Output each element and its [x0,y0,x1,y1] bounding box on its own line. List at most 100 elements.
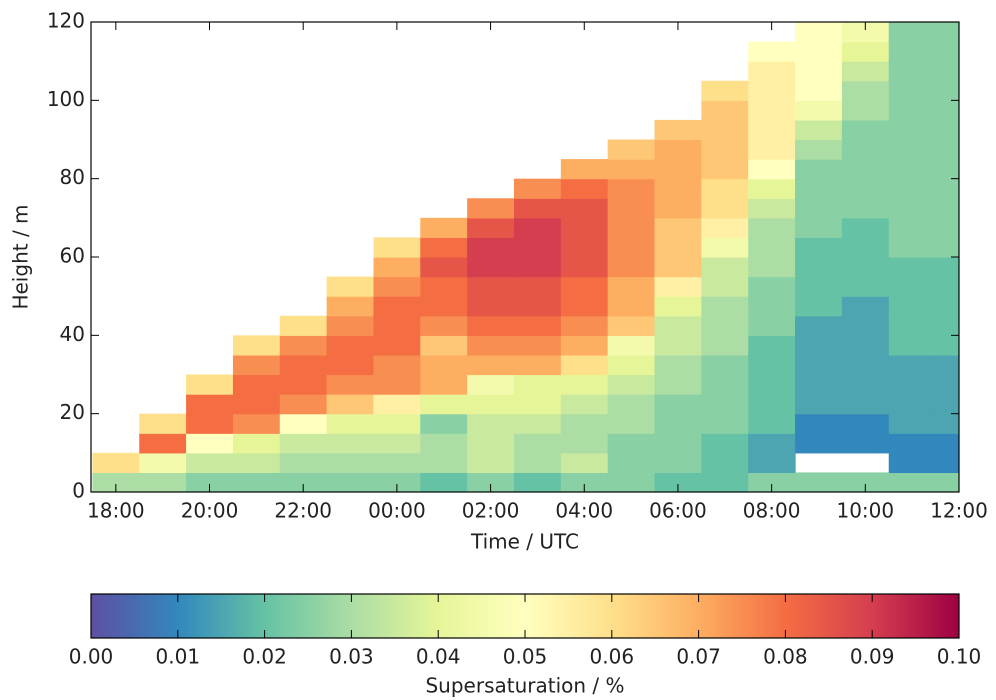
heatmap-cell [935,217,959,239]
heatmap-cell [279,452,328,474]
heatmap-cell [935,257,959,278]
heatmap-cell [326,374,375,395]
heatmap-cell [888,237,937,258]
heatmap-cell [326,433,375,454]
heatmap-cell [935,296,959,317]
heatmap-cell [701,296,749,317]
heatmap-cell [935,237,959,258]
heatmap-cell [888,354,937,376]
heatmap-cell [467,394,515,415]
heatmap-cell [654,217,702,239]
heatmap-cell [935,100,959,121]
heatmap-cell [607,257,656,278]
heatmap-cell [888,100,937,121]
heatmap-cell [841,159,890,180]
heatmap-cell [795,139,843,160]
heatmap-cell [888,296,937,317]
heatmap-cell [888,472,937,492]
heatmap-cell [935,394,959,415]
heatmap-cell [795,335,843,356]
heatmap-cell [841,119,890,141]
heatmap-cell [935,335,959,356]
heatmap-cell [701,178,749,199]
heatmap-cell [186,374,234,395]
heatmap-cell [795,433,843,454]
heatmap-cell [139,472,187,492]
heatmap-cell [654,139,702,160]
heatmap-cell [560,296,609,317]
heatmap-cell [373,315,421,336]
heatmap-cell [513,276,562,297]
heatmap-cell [701,394,749,415]
heatmap-cell [420,315,468,336]
x-tick-label: 08:00 [743,499,801,523]
heatmap-cell [748,374,796,395]
heatmap-cell [701,159,749,180]
heatmap-cell [560,394,609,415]
heatmap-cell [701,119,749,141]
heatmap-cell [701,257,749,278]
heatmap-cell [935,80,959,101]
heatmap-cell [888,80,937,101]
heatmap-cell [513,354,562,376]
heatmap-cell [607,413,656,434]
heatmap-cell [701,433,749,454]
heatmap-cell [795,159,843,180]
heatmap-cell [467,198,515,219]
heatmap-cell [748,413,796,434]
heatmap-cell [560,335,609,356]
heatmap-cell [748,472,796,492]
heatmap-cell [186,472,234,492]
heatmap-cell [654,452,702,474]
heatmap-cell [420,237,468,258]
heatmap-cell [326,452,375,474]
heatmap-cell [935,433,959,454]
heatmap-cell [795,61,843,82]
heatmap-cell [888,22,937,43]
colorbar-tick-label: 0.06 [590,645,635,669]
heatmap-cell [232,394,281,415]
heatmap-cell [186,433,234,454]
heatmap-cell [795,41,843,62]
colorbar-tick-label: 0.03 [329,645,374,669]
heatmap-cell [560,159,609,180]
heatmap-cell [888,374,937,395]
heatmap-cell [795,276,843,297]
heatmap-cell [935,276,959,297]
x-tick-label: 02:00 [462,499,520,523]
heatmap-cell [888,413,937,434]
heatmap-cell [560,217,609,239]
heatmap-cell [888,394,937,415]
heatmap-cell [607,198,656,219]
heatmap-cell [654,276,702,297]
y-tick-label: 100 [47,87,85,111]
heatmap-cell [467,472,515,492]
heatmap-cell [420,276,468,297]
heatmap-cell [935,354,959,376]
heatmap-cell [795,80,843,101]
heatmap-cell [701,472,749,492]
heatmap-cell [186,452,234,474]
heatmap-cell [888,139,937,160]
heatmap-cell [841,276,890,297]
heatmap-cell [888,217,937,239]
x-tick-label: 10:00 [836,499,894,523]
heatmap-cell [373,374,421,395]
heatmap-cell [139,433,187,454]
heatmap-cell [888,452,937,474]
heatmap-cell [326,413,375,434]
heatmap-cell [654,354,702,376]
heatmap-cell [795,354,843,376]
heatmap-cell [841,61,890,82]
heatmap-cell [513,413,562,434]
heatmap-cell [888,257,937,278]
heatmap-cell [373,452,421,474]
heatmap-cell [935,61,959,82]
heatmap-cell [795,257,843,278]
heatmap-cell [467,257,515,278]
y-tick-label: 120 [47,9,85,33]
heatmap-cell [232,452,281,474]
heatmap-cell [232,433,281,454]
colorbar-tick-label: 0.00 [69,645,114,669]
